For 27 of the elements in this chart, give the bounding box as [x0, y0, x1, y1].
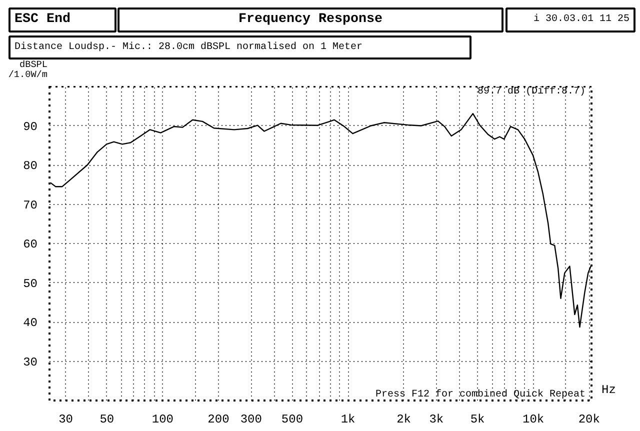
text: ESC End: [14, 12, 70, 27]
x-tick-label: 5k: [470, 412, 485, 426]
y-tick-label: 70: [23, 198, 38, 212]
x-tick-label: 500: [281, 412, 304, 426]
x-tick-label: 50: [100, 412, 114, 426]
y-tick-label: 50: [23, 276, 38, 291]
x-tick-label: 20k: [578, 412, 600, 426]
chart-subtitle: Distance Loudsp.- Mic.: 28.0cm dBSPL normalised on 1 Meter: [14, 41, 363, 53]
y-axis-title: dBSPL /1.0W/m: [8, 59, 48, 80]
x-tick-label: 300: [240, 412, 262, 426]
y-tick-label: 40: [23, 316, 38, 330]
x-tick-label: 1k: [340, 412, 356, 426]
annotation: 89.7 dB (Diff:8.7): [477, 86, 586, 98]
x-tick-label: 30: [58, 412, 74, 426]
chart-title: Frequency Response: [238, 12, 382, 27]
x-axis-title: Hz: [602, 382, 616, 397]
x-tick-label: 100: [152, 412, 174, 426]
x-tick-label: 3k: [429, 412, 444, 426]
y-tick-label: 60: [23, 238, 38, 252]
y-tick-label: 30: [23, 355, 38, 370]
y-tick-label: 80: [23, 159, 38, 173]
x-tick-label: 200: [208, 412, 230, 426]
annotation: Press F12 for combined Quick Repeat: [375, 388, 586, 400]
x-tick-label: 10k: [522, 412, 544, 426]
y-tick-label: 90: [23, 120, 38, 134]
x-tick-label: 2k: [396, 412, 412, 426]
text: i 30.03.01 11 25: [533, 13, 630, 25]
